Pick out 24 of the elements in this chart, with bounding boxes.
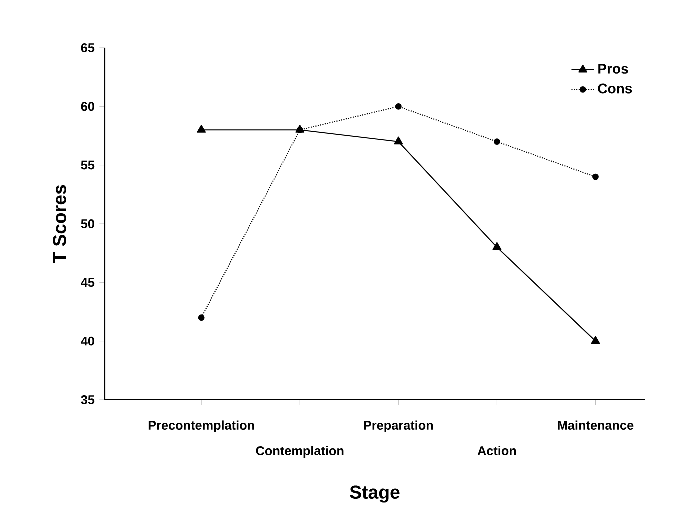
x-tick-label: Precontemplation	[148, 420, 254, 433]
point	[592, 174, 599, 180]
legend-label: Cons	[598, 84, 632, 94]
legend-label: Pros	[598, 64, 628, 74]
x-tick-label: Maintenance	[558, 420, 634, 430]
point	[198, 314, 205, 322]
y-tick-label: 65	[81, 44, 95, 52]
y-axis-title: T Scores	[53, 185, 66, 264]
point	[492, 242, 502, 250]
point	[394, 136, 404, 145]
y-tick-label: 40	[81, 336, 94, 346]
y-tick-label: 45	[81, 278, 95, 288]
x-tick-label: Contemplation	[256, 446, 344, 458]
point	[591, 336, 600, 344]
point	[395, 103, 402, 110]
y-tick-label: 50	[81, 220, 94, 228]
x-axis-title: Stage	[350, 486, 400, 503]
y-tick-label: 60	[81, 102, 94, 112]
y-tick-label: 35	[81, 395, 95, 404]
point	[197, 125, 206, 133]
y-tick-label: 55	[81, 160, 95, 170]
x-tick-label: Action	[478, 446, 516, 456]
point	[494, 138, 500, 146]
x-tick-label: Preparation	[364, 420, 434, 433]
